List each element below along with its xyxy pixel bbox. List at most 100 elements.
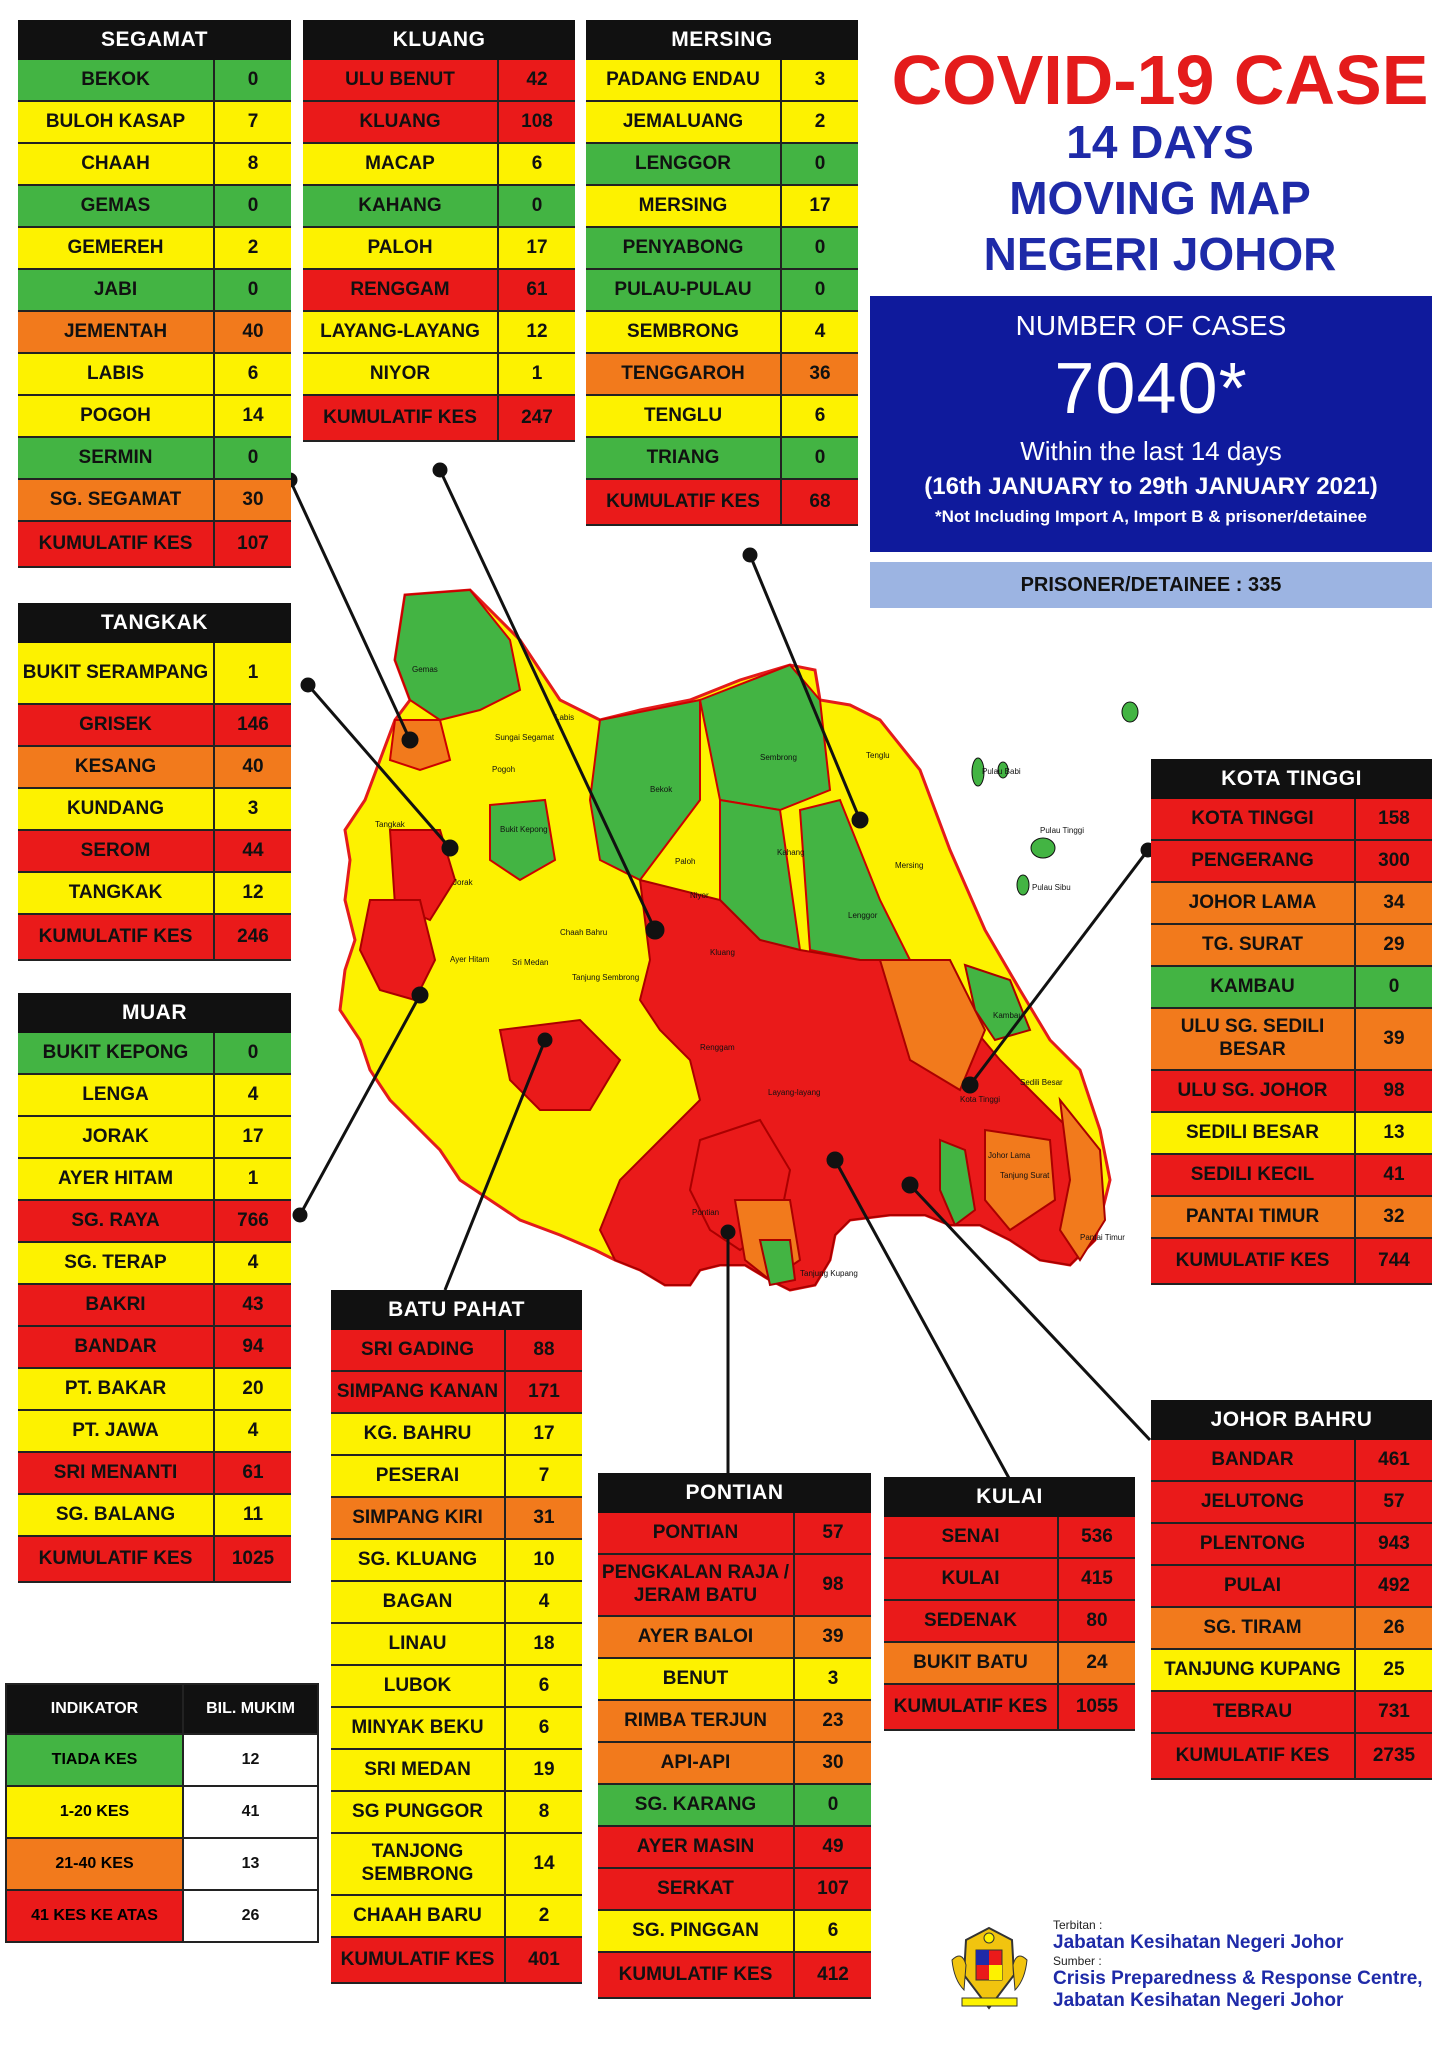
mukim-name: SG. TIRAM [1151, 1608, 1356, 1648]
mukim-name: PENGERANG [1151, 841, 1356, 881]
mukim-name: KG. BAHRU [331, 1414, 506, 1454]
mukim-name: JEMALUANG [586, 102, 782, 142]
mukim-case-count: 158 [1378, 808, 1410, 829]
mukim-row: SRI MEDAN 19 [331, 1750, 582, 1792]
mukim-name: BUKIT BATU [884, 1643, 1059, 1683]
mukim-case-count: 492 [1378, 1575, 1410, 1596]
cumulative-total: 1025 [231, 1548, 275, 1569]
table-pontian: PONTIAN PONTIAN 57 PENGKALAN RAJA / JERAM B… [598, 1473, 871, 1999]
table-tangkak: TANGKAK BUKIT SERAMPANG 1 GRISEK 146 KESANG 40… [18, 603, 291, 961]
mukim-case-count: 4 [814, 321, 826, 342]
mukim-case-count: 41 [1383, 1164, 1405, 1185]
mukim-row: BUKIT BATU 24 [884, 1643, 1135, 1685]
mukim-name: POGOH [18, 396, 215, 436]
legend: INDIKATOR BIL. MUKIM TIADA KES 12 1-20 KES… [5, 1683, 319, 1943]
district-header: MERSING [586, 20, 858, 60]
map-label-sri-medan: Sri Medan [512, 958, 548, 967]
cumulative-row: KUMULATIF KES 1055 [884, 1685, 1135, 1731]
mukim-row: SG. BALANG 11 [18, 1495, 291, 1537]
table-muar: MUAR BUKIT KEPONG 0 LENGA 4 JORAK 17 AYER HITAM… [18, 993, 291, 1583]
mukim-case-count: 0 [247, 195, 259, 216]
mukim-name: KOTA TINGGI [1151, 799, 1356, 839]
cumulative-total: 107 [237, 533, 269, 554]
mukim-case-count: 25 [1383, 1659, 1405, 1680]
map-region-pantai-timur [1058, 1096, 1107, 1262]
legend-indicator: 1-20 KES [7, 1787, 184, 1837]
mukim-row: SG. KLUANG 10 [331, 1540, 582, 1582]
mukim-name: TENGGAROH [586, 354, 782, 394]
mukim-row: KOTA TINGGI 158 [1151, 799, 1432, 841]
mukim-case-count: 57 [1383, 1491, 1405, 1512]
map-label-tanjung-surat: Tanjung Surat [1000, 1171, 1050, 1180]
map-region-bukit-kepong [489, 798, 557, 882]
mukim-case-count: 30 [822, 1752, 844, 1773]
mukim-case-count: 8 [538, 1801, 550, 1822]
mukim-case-count: 415 [1081, 1568, 1113, 1589]
cumulative-label: KUMULATIF KES [18, 915, 215, 959]
mukim-case-count: 1 [247, 1168, 259, 1189]
mukim-name: ULU BENUT [303, 60, 499, 100]
district-header: JOHOR BAHRU [1151, 1400, 1432, 1440]
mukim-case-count: 88 [533, 1339, 555, 1360]
mukim-case-count: 42 [526, 69, 548, 90]
legend-header: INDIKATOR BIL. MUKIM [7, 1685, 317, 1733]
cumulative-label: KUMULATIF KES [586, 480, 782, 524]
mukim-name: LENGA [18, 1075, 215, 1115]
mukim-row: GRISEK 146 [18, 705, 291, 747]
mukim-case-count: 44 [242, 840, 264, 861]
map-region-jementah [388, 719, 452, 772]
map-island-3 [997, 761, 1009, 779]
mukim-row: PENYABONG 0 [586, 228, 858, 270]
mukim-name: PONTIAN [598, 1513, 795, 1553]
mukim-row: PANTAI TIMUR 32 [1151, 1197, 1432, 1239]
mukim-name: SEMBRONG [586, 312, 782, 352]
district-header: TANGKAK [18, 603, 291, 643]
mukim-row: SG. PINGGAN 6 [598, 1911, 871, 1953]
mukim-case-count: 4 [538, 1591, 550, 1612]
mukim-case-count: 40 [242, 756, 264, 777]
mukim-case-count: 1 [531, 363, 543, 384]
map-region-grisek-serom [388, 829, 457, 922]
mukim-case-count: 0 [247, 279, 259, 300]
mukim-row: ULU SG. SEDILI BESAR 39 [1151, 1009, 1432, 1071]
mukim-row: JORAK 17 [18, 1117, 291, 1159]
mukim-name: JOHOR LAMA [1151, 883, 1356, 923]
mukim-name: SENAI [884, 1517, 1059, 1557]
footer-sumber-line-2: Jabatan Kesihatan Negeri Johor [1053, 1990, 1344, 2011]
mukim-name: LINAU [331, 1624, 506, 1664]
district-header: KOTA TINGGI [1151, 759, 1432, 799]
mukim-name: LABIS [18, 354, 215, 394]
mukim-name: NIYOR [303, 354, 499, 394]
mukim-case-count: 17 [809, 195, 831, 216]
mukim-name: ULU SG. JOHOR [1151, 1071, 1356, 1111]
map-label-mersing: Mersing [895, 861, 923, 870]
map-label-pogoh: Pogoh [492, 765, 515, 774]
cumulative-row: KUMULATIF KES 1025 [18, 1537, 291, 1583]
mukim-row: LINAU 18 [331, 1624, 582, 1666]
mukim-name: PANTAI TIMUR [1151, 1197, 1356, 1237]
mukim-case-count: 26 [1383, 1617, 1405, 1638]
mukim-row: JOHOR LAMA 34 [1151, 883, 1432, 925]
mukim-case-count: 61 [526, 279, 548, 300]
map-label-sedili-besar: Sedili Besar [1020, 1078, 1063, 1087]
map-label-johor-lama: Johor Lama [988, 1151, 1031, 1160]
map-region-kambau [963, 963, 1032, 1042]
mukim-row: KESANG 40 [18, 747, 291, 789]
mukim-row: CHAAH BARU 2 [331, 1896, 582, 1938]
mukim-name: PULAI [1151, 1566, 1356, 1606]
mukim-case-count: 61 [242, 1462, 264, 1483]
map-island-5 [1016, 874, 1030, 896]
mukim-row: JABI 0 [18, 270, 291, 312]
mukim-name: TRIANG [586, 438, 782, 478]
mukim-row: KAHANG 0 [303, 186, 575, 228]
mukim-row: BANDAR 461 [1151, 1440, 1432, 1482]
mukim-case-count: 17 [242, 1126, 264, 1147]
mukim-case-count: 57 [822, 1522, 844, 1543]
mukim-row: SERKAT 107 [598, 1869, 871, 1911]
mukim-name: TG. SURAT [1151, 925, 1356, 965]
mukim-case-count: 6 [827, 1920, 839, 1941]
cumulative-total: 1055 [1075, 1696, 1119, 1717]
map-label-pulau-babi: Pulau Babi [982, 767, 1021, 776]
case-summary-box: NUMBER OF CASES 7040* Within the last 14… [870, 296, 1432, 552]
